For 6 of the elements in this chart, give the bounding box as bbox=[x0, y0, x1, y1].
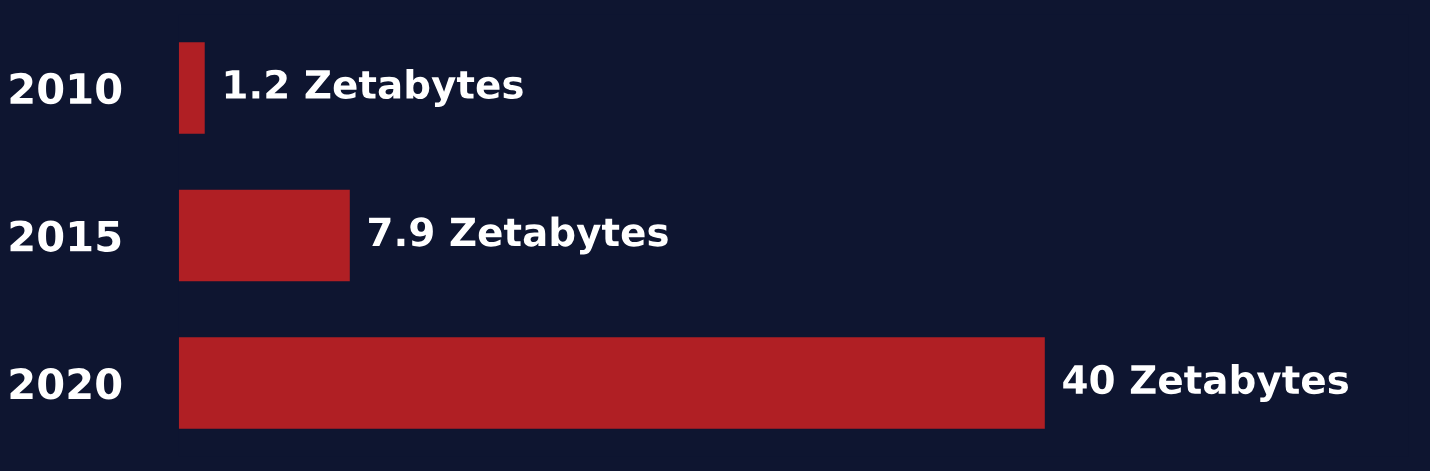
y-tick-label: 2020 bbox=[10, 367, 122, 400]
y-tick-label: 2015 bbox=[10, 220, 121, 252]
data-label: 1.2 Zetabytes bbox=[225, 68, 523, 107]
data-label: 7.9 Zetabytes bbox=[369, 216, 668, 255]
data-label: 40 Zetabytes bbox=[1063, 364, 1348, 403]
y-tick-label: 2010 bbox=[10, 72, 122, 105]
